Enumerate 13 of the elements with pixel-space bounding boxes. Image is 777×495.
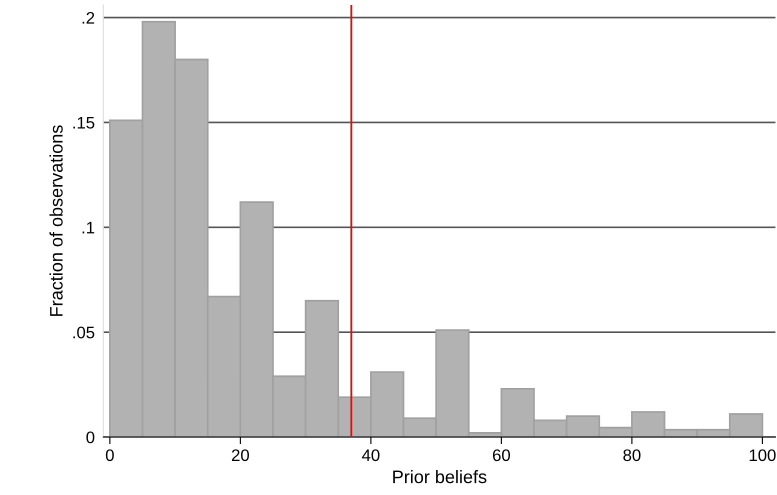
x-tick-label: 40 [362, 449, 380, 462]
y-tick-label: 0 [86, 431, 94, 444]
x-axis-title: Prior beliefs [393, 470, 486, 484]
y-axis-title: Fraction of observations [49, 125, 63, 316]
x-tick-label: 80 [623, 449, 641, 462]
x-tick-label: 100 [750, 449, 776, 462]
x-tick-label: 0 [106, 449, 114, 462]
y-tick-label: .2 [82, 12, 94, 24]
x-tick-label: 20 [232, 449, 249, 462]
y-tick-label: .1 [82, 222, 94, 234]
y-tick-label: .05 [73, 326, 94, 338]
y-tick-label: .15 [73, 116, 94, 129]
x-tick-label: 60 [492, 449, 510, 462]
